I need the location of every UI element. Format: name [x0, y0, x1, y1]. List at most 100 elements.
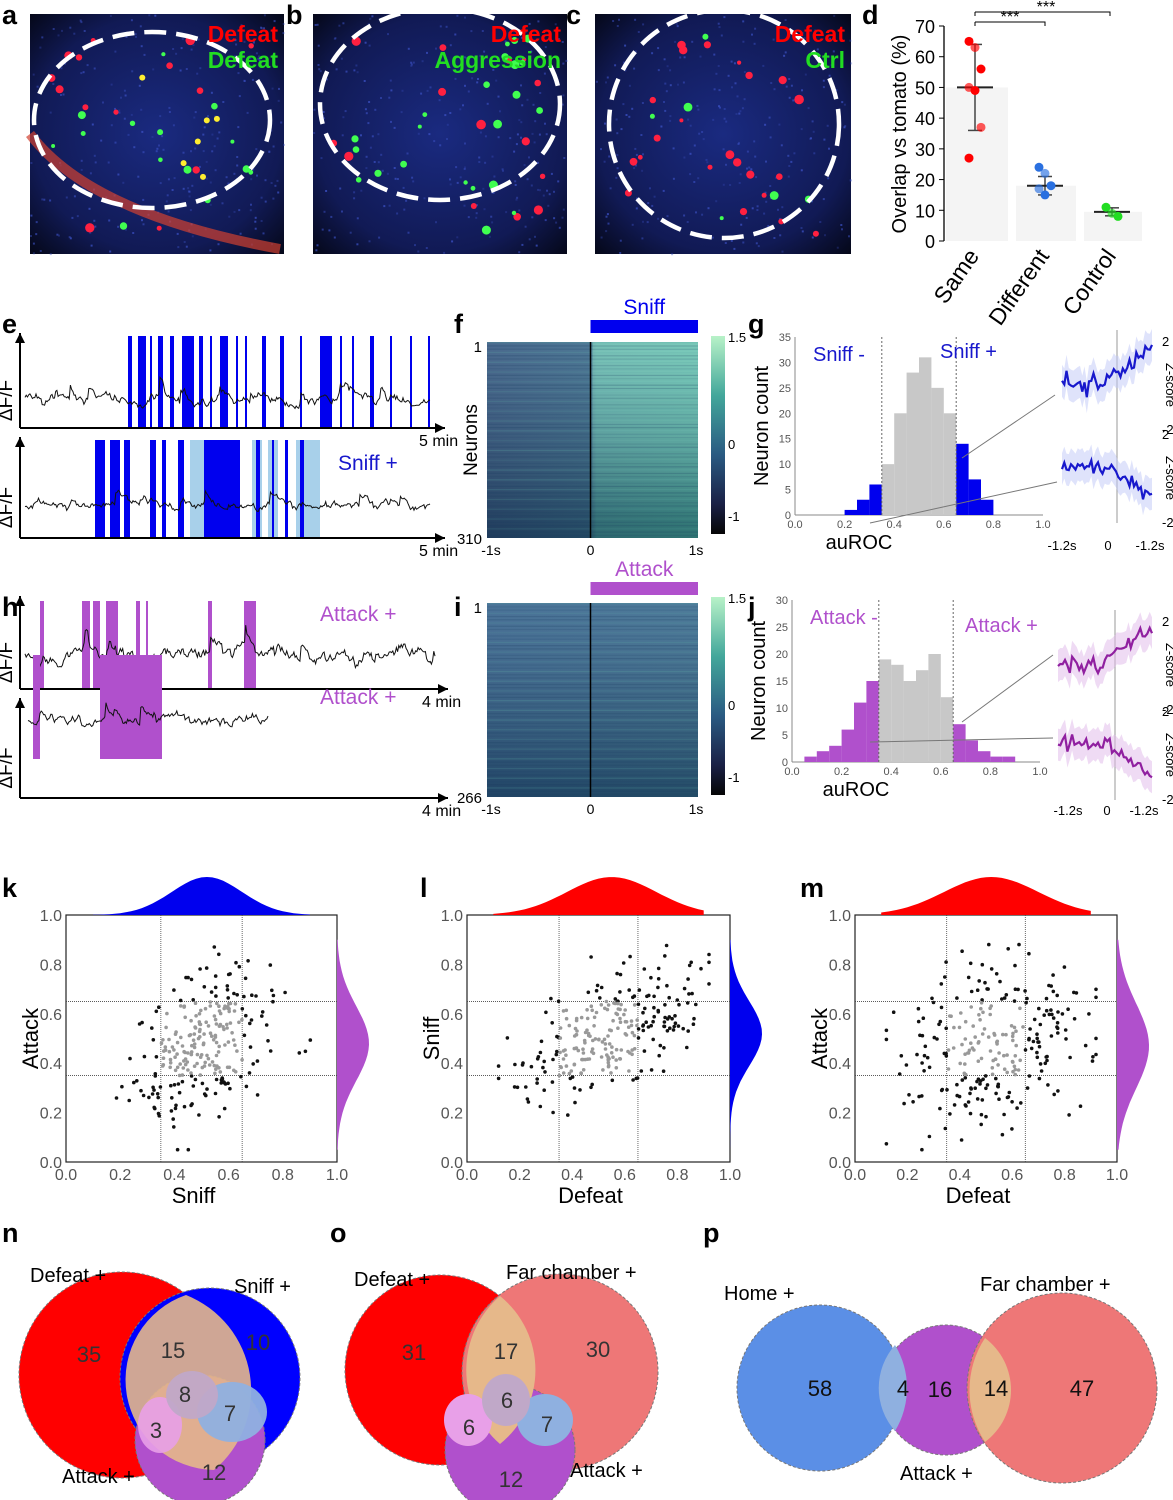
neuron-point: [156, 1095, 160, 1100]
neuron-point: [969, 1041, 973, 1045]
cell-nucleus: [751, 207, 754, 210]
neuron-point: [952, 1025, 956, 1030]
green-cell: [211, 102, 218, 110]
cell-nucleus: [471, 77, 474, 80]
cell-nucleus: [619, 239, 622, 242]
cell-nucleus: [830, 64, 833, 67]
neuron-point: [1049, 1034, 1054, 1038]
neuron-point: [225, 1022, 229, 1027]
cell-nucleus: [273, 20, 276, 23]
count-2: 16: [928, 1377, 952, 1402]
cell-nucleus: [335, 68, 338, 71]
cell-nucleus: [558, 226, 561, 229]
cell-nucleus: [521, 104, 524, 107]
heatmap-row: [487, 482, 698, 484]
neuron-point: [573, 1026, 578, 1031]
cell-nucleus: [390, 89, 393, 92]
neuron-point: [142, 1054, 147, 1059]
cell-nucleus: [264, 200, 267, 203]
y-tick-label: 10: [776, 703, 788, 715]
heatmap-row: [592, 440, 698, 444]
cell-nucleus: [679, 56, 682, 59]
cell-nucleus: [260, 196, 263, 199]
cell-nucleus: [127, 133, 130, 136]
cell-nucleus: [80, 21, 83, 24]
cell-nucleus: [780, 144, 783, 147]
heatmap-row: [592, 404, 698, 408]
green-cell: [355, 177, 362, 183]
green-cell: [352, 146, 360, 153]
cell-nucleus: [641, 169, 644, 172]
neuron-point: [1002, 1112, 1006, 1117]
neuron-point: [977, 1013, 981, 1017]
cell-nucleus: [93, 219, 96, 222]
cell-nucleus: [142, 198, 145, 201]
cell-nucleus: [835, 89, 838, 91]
neuron-point: [197, 1113, 201, 1117]
x-tick: 1s: [689, 542, 704, 558]
heatmap-row: [487, 381, 698, 383]
cell-nucleus: [773, 237, 776, 239]
neuron-point: [536, 1055, 541, 1059]
data-point: [964, 36, 974, 46]
count-6: 12: [202, 1460, 226, 1485]
neuron-point: [884, 1028, 889, 1033]
x-tick-label: 0.4: [887, 519, 902, 531]
neuron-point: [308, 1038, 313, 1042]
cell-nucleus: [502, 169, 504, 172]
y-tick-label: 0.4: [441, 1056, 463, 1073]
attack-bout: [33, 655, 40, 759]
neuron-point: [969, 989, 974, 994]
count-1: 17: [494, 1339, 518, 1364]
neuron-point: [1051, 973, 1055, 977]
count-4: 6: [463, 1415, 475, 1440]
neuron-point: [175, 1147, 180, 1152]
yellow-cell: [200, 173, 206, 180]
cell-nucleus: [425, 247, 428, 249]
cell-nucleus: [783, 54, 786, 57]
cell-nucleus: [188, 190, 191, 193]
neuron-point: [202, 985, 207, 989]
histogram-bar: [943, 413, 957, 515]
cell-nucleus: [562, 208, 565, 211]
heatmap-row: [487, 706, 698, 708]
cell-nucleus: [531, 132, 534, 135]
cell-nucleus: [185, 245, 188, 248]
red-cell: [470, 203, 477, 209]
cell-nucleus: [717, 65, 720, 67]
cell-nucleus: [133, 146, 136, 149]
attack-bout: [146, 601, 148, 689]
neuron-point: [687, 992, 691, 996]
sniff-bout: [300, 440, 304, 538]
neuron-point: [946, 1067, 951, 1071]
z-tick: 2: [1162, 334, 1169, 349]
neuron-point: [192, 1042, 197, 1046]
neuron-point: [169, 1109, 174, 1113]
cell-nucleus: [550, 172, 553, 175]
heatmap-shade: [487, 603, 698, 797]
green-cell: [161, 52, 166, 57]
neuron-point: [944, 1026, 948, 1031]
neuron-point: [542, 1088, 546, 1092]
data-point: [1034, 184, 1044, 194]
neuron-point: [590, 1082, 594, 1087]
heatmap-row: [487, 358, 698, 360]
neuron-point: [632, 1033, 637, 1038]
neuron-point: [239, 1074, 243, 1079]
neuron-point: [586, 990, 591, 995]
neuron-point: [675, 998, 680, 1002]
heatmap-row: [487, 342, 698, 344]
neuron-point: [998, 979, 1002, 984]
neuron-point: [927, 1065, 932, 1070]
cell-nucleus: [790, 84, 793, 87]
neuron-point: [623, 1032, 628, 1036]
neuron-point: [223, 1043, 227, 1047]
cell-nucleus: [739, 173, 742, 176]
cell-nucleus: [176, 232, 179, 235]
cell-nucleus: [233, 55, 236, 58]
neuron-point: [641, 1010, 645, 1015]
neuron-point: [173, 1032, 178, 1036]
x-axis-arrow: [438, 684, 448, 694]
neuron-point: [247, 1071, 252, 1075]
x-tick-label: 0.0: [784, 766, 799, 778]
